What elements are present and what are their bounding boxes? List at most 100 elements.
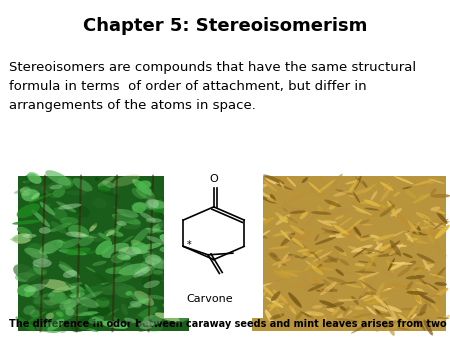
Ellipse shape bbox=[121, 304, 128, 316]
Ellipse shape bbox=[303, 284, 309, 291]
Ellipse shape bbox=[148, 279, 174, 283]
Ellipse shape bbox=[360, 294, 373, 299]
Ellipse shape bbox=[316, 193, 327, 196]
Ellipse shape bbox=[168, 195, 189, 205]
Ellipse shape bbox=[50, 222, 72, 232]
Ellipse shape bbox=[56, 201, 76, 213]
Ellipse shape bbox=[398, 314, 412, 325]
Ellipse shape bbox=[267, 195, 276, 204]
Ellipse shape bbox=[47, 319, 64, 331]
Ellipse shape bbox=[275, 184, 293, 190]
Ellipse shape bbox=[141, 266, 157, 283]
Ellipse shape bbox=[58, 249, 87, 255]
Ellipse shape bbox=[104, 228, 119, 235]
Ellipse shape bbox=[162, 301, 180, 309]
Ellipse shape bbox=[414, 224, 421, 231]
Ellipse shape bbox=[173, 306, 189, 315]
Ellipse shape bbox=[19, 188, 30, 192]
Ellipse shape bbox=[368, 297, 389, 305]
Ellipse shape bbox=[378, 313, 392, 317]
Ellipse shape bbox=[66, 247, 91, 255]
Ellipse shape bbox=[430, 295, 441, 297]
Ellipse shape bbox=[290, 284, 313, 288]
Ellipse shape bbox=[351, 323, 369, 334]
Ellipse shape bbox=[318, 179, 336, 193]
Ellipse shape bbox=[27, 243, 42, 255]
Ellipse shape bbox=[308, 182, 321, 193]
Ellipse shape bbox=[326, 290, 342, 303]
Ellipse shape bbox=[275, 305, 282, 316]
Ellipse shape bbox=[171, 207, 185, 215]
Ellipse shape bbox=[372, 326, 379, 332]
Ellipse shape bbox=[327, 256, 338, 263]
Ellipse shape bbox=[413, 267, 424, 271]
Ellipse shape bbox=[362, 253, 375, 259]
Ellipse shape bbox=[422, 281, 439, 290]
Ellipse shape bbox=[58, 264, 80, 278]
Ellipse shape bbox=[408, 261, 416, 266]
Ellipse shape bbox=[383, 271, 393, 277]
Ellipse shape bbox=[141, 320, 162, 332]
Ellipse shape bbox=[363, 183, 377, 194]
Ellipse shape bbox=[345, 180, 359, 185]
Ellipse shape bbox=[80, 291, 102, 300]
Ellipse shape bbox=[59, 298, 80, 310]
Ellipse shape bbox=[280, 270, 298, 277]
Ellipse shape bbox=[383, 285, 396, 289]
Ellipse shape bbox=[289, 192, 306, 201]
Ellipse shape bbox=[111, 251, 126, 262]
Ellipse shape bbox=[387, 323, 395, 336]
Ellipse shape bbox=[302, 229, 314, 236]
Ellipse shape bbox=[13, 264, 36, 281]
Ellipse shape bbox=[163, 311, 176, 323]
Ellipse shape bbox=[402, 186, 412, 189]
Ellipse shape bbox=[134, 291, 154, 306]
Ellipse shape bbox=[159, 246, 176, 252]
Ellipse shape bbox=[25, 243, 45, 253]
Ellipse shape bbox=[58, 240, 66, 243]
Ellipse shape bbox=[253, 282, 275, 289]
Ellipse shape bbox=[355, 209, 366, 213]
Ellipse shape bbox=[302, 276, 314, 293]
Ellipse shape bbox=[155, 312, 180, 321]
Ellipse shape bbox=[412, 289, 422, 305]
Ellipse shape bbox=[18, 320, 25, 322]
Ellipse shape bbox=[368, 250, 381, 257]
Ellipse shape bbox=[387, 282, 408, 288]
Ellipse shape bbox=[31, 251, 49, 264]
Ellipse shape bbox=[433, 210, 446, 214]
Ellipse shape bbox=[256, 189, 274, 201]
Ellipse shape bbox=[339, 230, 348, 235]
Ellipse shape bbox=[39, 243, 56, 254]
Ellipse shape bbox=[25, 287, 36, 297]
Ellipse shape bbox=[397, 214, 410, 228]
Ellipse shape bbox=[355, 176, 369, 188]
Ellipse shape bbox=[364, 199, 381, 207]
Ellipse shape bbox=[340, 306, 346, 311]
Ellipse shape bbox=[414, 236, 423, 243]
Ellipse shape bbox=[17, 227, 32, 236]
Ellipse shape bbox=[148, 199, 166, 209]
Text: The difference in odor between caraway seeds and mint leaves arises from two: The difference in odor between caraway s… bbox=[9, 319, 446, 330]
Ellipse shape bbox=[279, 216, 288, 223]
Ellipse shape bbox=[70, 286, 84, 295]
Ellipse shape bbox=[365, 291, 376, 295]
Ellipse shape bbox=[153, 270, 163, 274]
Ellipse shape bbox=[69, 292, 85, 298]
Ellipse shape bbox=[362, 314, 385, 318]
Ellipse shape bbox=[437, 317, 449, 319]
Ellipse shape bbox=[344, 284, 362, 288]
Ellipse shape bbox=[291, 208, 310, 212]
Ellipse shape bbox=[269, 246, 289, 249]
Ellipse shape bbox=[317, 220, 333, 226]
Ellipse shape bbox=[32, 210, 50, 227]
Ellipse shape bbox=[288, 292, 302, 308]
Ellipse shape bbox=[304, 264, 312, 271]
Ellipse shape bbox=[31, 288, 40, 298]
Ellipse shape bbox=[138, 180, 152, 189]
Ellipse shape bbox=[266, 297, 284, 308]
Ellipse shape bbox=[159, 234, 180, 244]
Ellipse shape bbox=[383, 305, 402, 312]
Ellipse shape bbox=[58, 203, 81, 210]
Ellipse shape bbox=[425, 264, 434, 269]
